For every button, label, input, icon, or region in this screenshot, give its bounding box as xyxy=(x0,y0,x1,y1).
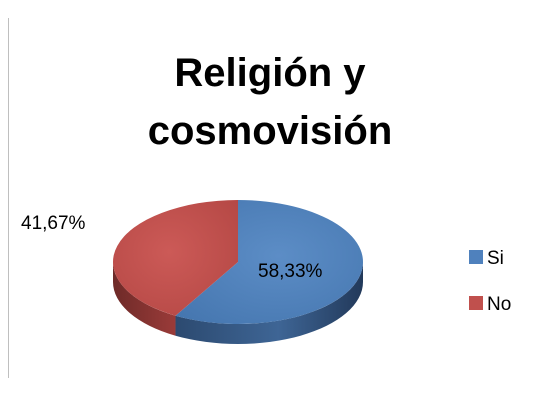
chart-title-line-2: cosmovisión xyxy=(147,109,393,153)
legend-label-no: No xyxy=(487,294,511,315)
pie-side-series-1 xyxy=(113,262,176,336)
chart-left-border xyxy=(8,18,9,378)
pie-slice-no xyxy=(112,200,238,316)
pie-side-series-0 xyxy=(175,262,363,345)
pie-slice-si xyxy=(175,200,363,324)
legend-swatch-no xyxy=(469,296,483,310)
legend-swatch-si xyxy=(469,250,483,264)
chart-legend: Si No xyxy=(469,248,511,315)
data-label-si: 58,33% xyxy=(258,261,323,282)
chart-title-line-1: Religión y xyxy=(174,51,366,95)
legend-label-si: Si xyxy=(487,248,504,269)
data-label-no: 41,67% xyxy=(21,213,86,234)
chart-title: Religión y cosmovisión xyxy=(120,44,420,160)
